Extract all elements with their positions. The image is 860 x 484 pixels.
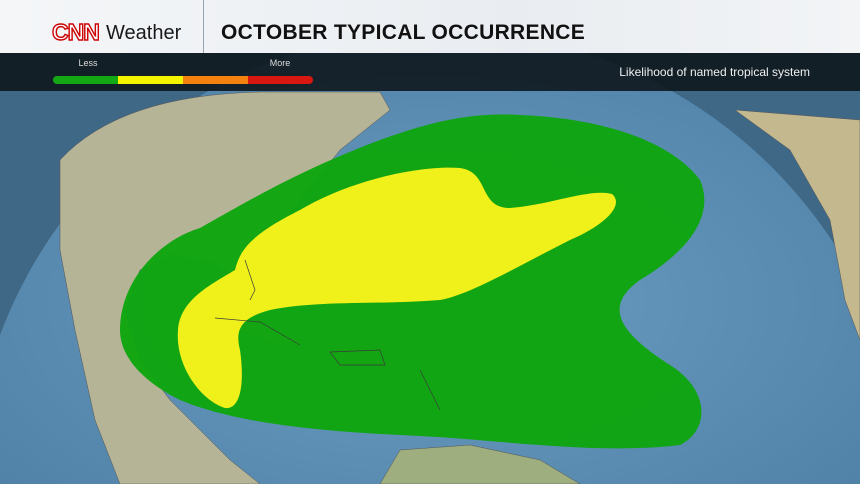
land-africa: [734, 109, 860, 341]
header-divider: [203, 0, 204, 53]
brand-label: Weather: [106, 22, 182, 44]
legend-swatch-yellow: [118, 76, 183, 84]
legend-swatch-orange: [183, 76, 248, 84]
legend-swatch-green: [53, 76, 118, 84]
zone-moderate-likelihood: [177, 167, 616, 409]
legend-caption: Likelihood of named tropical system: [619, 65, 810, 79]
land-south-america: [379, 444, 581, 484]
legend-more-label: More: [269, 58, 291, 68]
page-title: OCTOBER TYPICAL OCCURRENCE: [221, 21, 586, 44]
legend-scale: [53, 76, 313, 84]
caribbean-outlines: [214, 259, 441, 411]
legend-less-label: Less: [78, 58, 98, 68]
header-bar: CNN Weather OCTOBER TYPICAL OCCURRENCE: [0, 0, 860, 53]
legend-swatch-red: [248, 76, 313, 84]
cnn-logo: CNN: [51, 18, 100, 45]
legend-bar: Less More Likelihood of named tropical s…: [0, 53, 860, 91]
